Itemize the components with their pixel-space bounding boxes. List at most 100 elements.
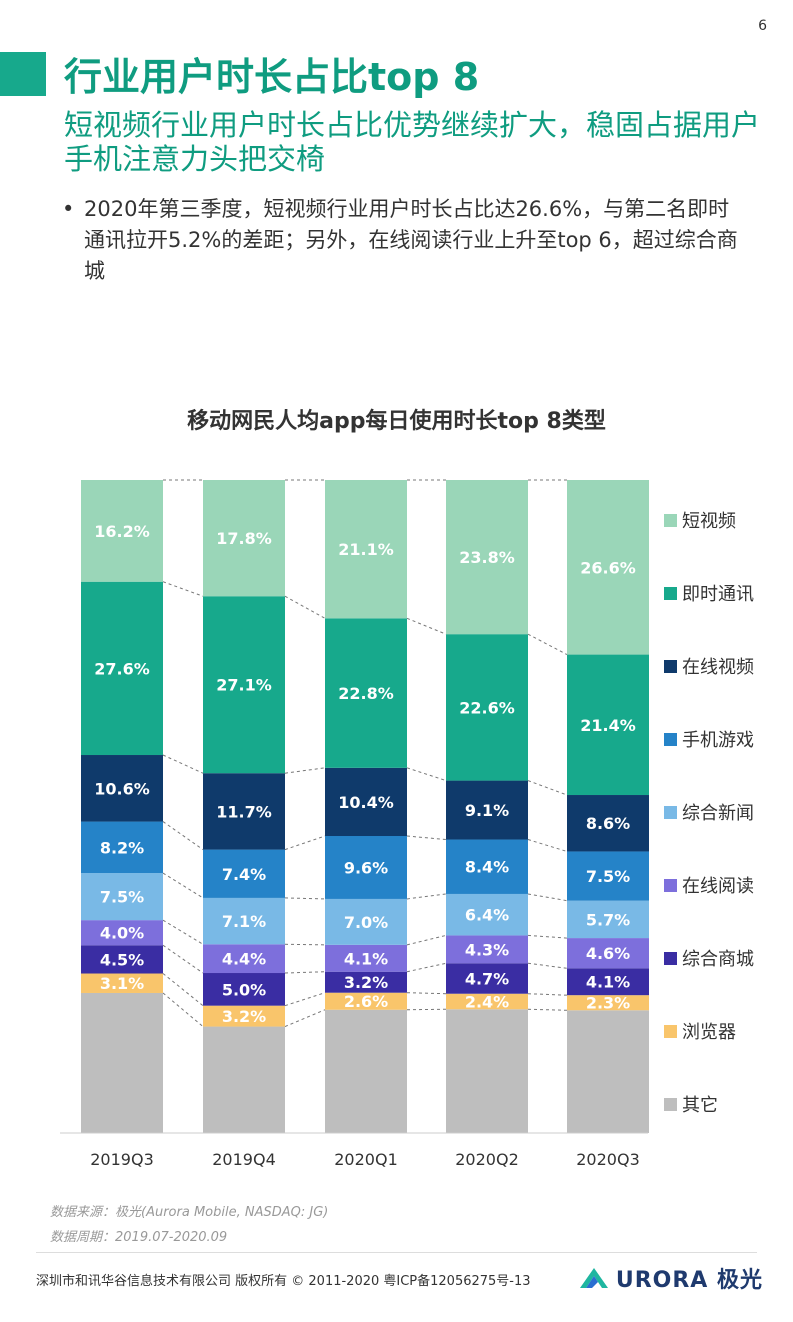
data-label: 4.1%: [586, 973, 630, 992]
bar-segment: [567, 480, 649, 655]
bar-segment: [446, 935, 528, 964]
connector-line: [406, 962, 447, 973]
x-tick-label: 2020Q1: [334, 1150, 398, 1169]
bar-segment: [81, 821, 163, 874]
connector-line: [527, 1008, 568, 1011]
bar-segment: [567, 968, 649, 996]
data-label: 21.1%: [338, 540, 394, 559]
bar-segment: [446, 780, 528, 840]
legend-swatch: [664, 952, 677, 965]
legend-label: 综合商城: [682, 949, 754, 970]
data-label: 10.6%: [94, 779, 150, 798]
data-label: 7.5%: [100, 888, 144, 907]
data-label: 6.4%: [465, 906, 509, 925]
data-label: 2.3%: [586, 994, 630, 1013]
bar-segment: [325, 971, 407, 993]
connector-line: [406, 767, 447, 782]
bar-segment: [325, 1009, 407, 1133]
bar-segment: [81, 873, 163, 921]
aurora-logo-icon: [579, 1268, 608, 1288]
period-line: 数据周期：2019.07-2020.09: [50, 1230, 228, 1245]
bar-segment: [325, 480, 407, 619]
bar-segment: [203, 973, 285, 1006]
data-label: 8.4%: [465, 858, 509, 877]
connector-line: [406, 934, 447, 946]
bullet-point: • 2020年第三季度，短视频行业用户时长占比达26.6%，与第二名即时通讯拉开…: [62, 194, 742, 287]
bullet-dot: •: [62, 197, 75, 221]
data-label: 22.6%: [459, 698, 515, 717]
source-line: 数据来源：极光(Aurora Mobile, NASDAQ: JG): [50, 1205, 329, 1220]
legend-swatch: [664, 1098, 677, 1111]
bar-segment: [203, 480, 285, 597]
bar-segment: [81, 920, 163, 946]
connector-line: [406, 893, 447, 900]
data-label: 7.5%: [586, 867, 630, 886]
footer-divider: [36, 1252, 757, 1253]
data-label: 17.8%: [216, 529, 272, 548]
connector-line: [284, 897, 326, 900]
bar-segment: [446, 1009, 528, 1133]
bar-segment: [567, 995, 649, 1011]
legend-swatch: [664, 733, 677, 746]
legend-label: 即时通讯: [682, 584, 754, 605]
bar-segment: [203, 849, 285, 898]
legend-label: 其它: [682, 1095, 718, 1116]
data-label: 2.6%: [344, 992, 388, 1011]
legend-swatch: [664, 1025, 677, 1038]
bar-segment: [325, 618, 407, 768]
data-label: 22.8%: [338, 684, 394, 703]
data-label: 5.7%: [586, 910, 630, 929]
connector-line: [284, 992, 326, 1007]
connector-line: [527, 780, 568, 796]
data-label: 4.5%: [100, 950, 144, 969]
connector-line: [284, 595, 326, 619]
bar-segment: [81, 480, 163, 582]
connector-line: [406, 835, 447, 841]
connector-line: [284, 767, 326, 774]
bar-segment: [203, 1026, 285, 1133]
data-label: 10.4%: [338, 793, 394, 812]
data-label: 2.4%: [465, 992, 509, 1011]
data-label: 9.6%: [344, 858, 388, 877]
bar-segment: [203, 1005, 285, 1027]
connector-line: [162, 754, 204, 774]
x-tick-label: 2019Q3: [90, 1150, 154, 1169]
data-label: 7.1%: [222, 912, 266, 931]
legend-label: 手机游戏: [682, 730, 754, 751]
data-label: 27.6%: [94, 659, 150, 678]
bar-segment: [203, 944, 285, 974]
connector-line: [162, 872, 204, 899]
legend-label: 在线视频: [682, 657, 754, 678]
connector-line: [284, 971, 326, 974]
data-label: 7.0%: [344, 913, 388, 932]
connector-line: [162, 821, 204, 851]
bar-segment: [567, 938, 649, 969]
bar-segment: [567, 654, 649, 796]
connector-line: [162, 992, 204, 1027]
connector-line: [284, 1009, 326, 1028]
data-label: 21.4%: [580, 716, 636, 735]
chart-title: 移动网民人均app每日使用时长top 8类型: [187, 409, 606, 434]
legend-label: 短视频: [682, 511, 736, 532]
data-label: 4.4%: [222, 950, 266, 969]
legend-swatch: [664, 806, 677, 819]
bar-segment: [81, 945, 163, 974]
bar-segment: [81, 973, 163, 993]
data-label: 4.3%: [465, 940, 509, 959]
connector-line: [527, 993, 568, 996]
bar-segment: [81, 581, 163, 756]
bar-segment: [325, 992, 407, 1010]
data-label: 3.2%: [344, 973, 388, 992]
bar-segment: [567, 851, 649, 901]
data-label: 16.2%: [94, 522, 150, 541]
bar-segment: [567, 795, 649, 852]
data-label: 27.1%: [216, 676, 272, 695]
connector-line: [284, 835, 326, 851]
page-title: 行业用户时长占比top 8: [64, 55, 480, 99]
legend-label: 在线阅读: [682, 876, 754, 897]
x-tick-label: 2019Q4: [212, 1150, 276, 1169]
legend-swatch: [664, 660, 677, 673]
connector-line: [162, 581, 204, 597]
data-label: 3.1%: [100, 974, 144, 993]
data-label: 26.6%: [580, 558, 636, 577]
